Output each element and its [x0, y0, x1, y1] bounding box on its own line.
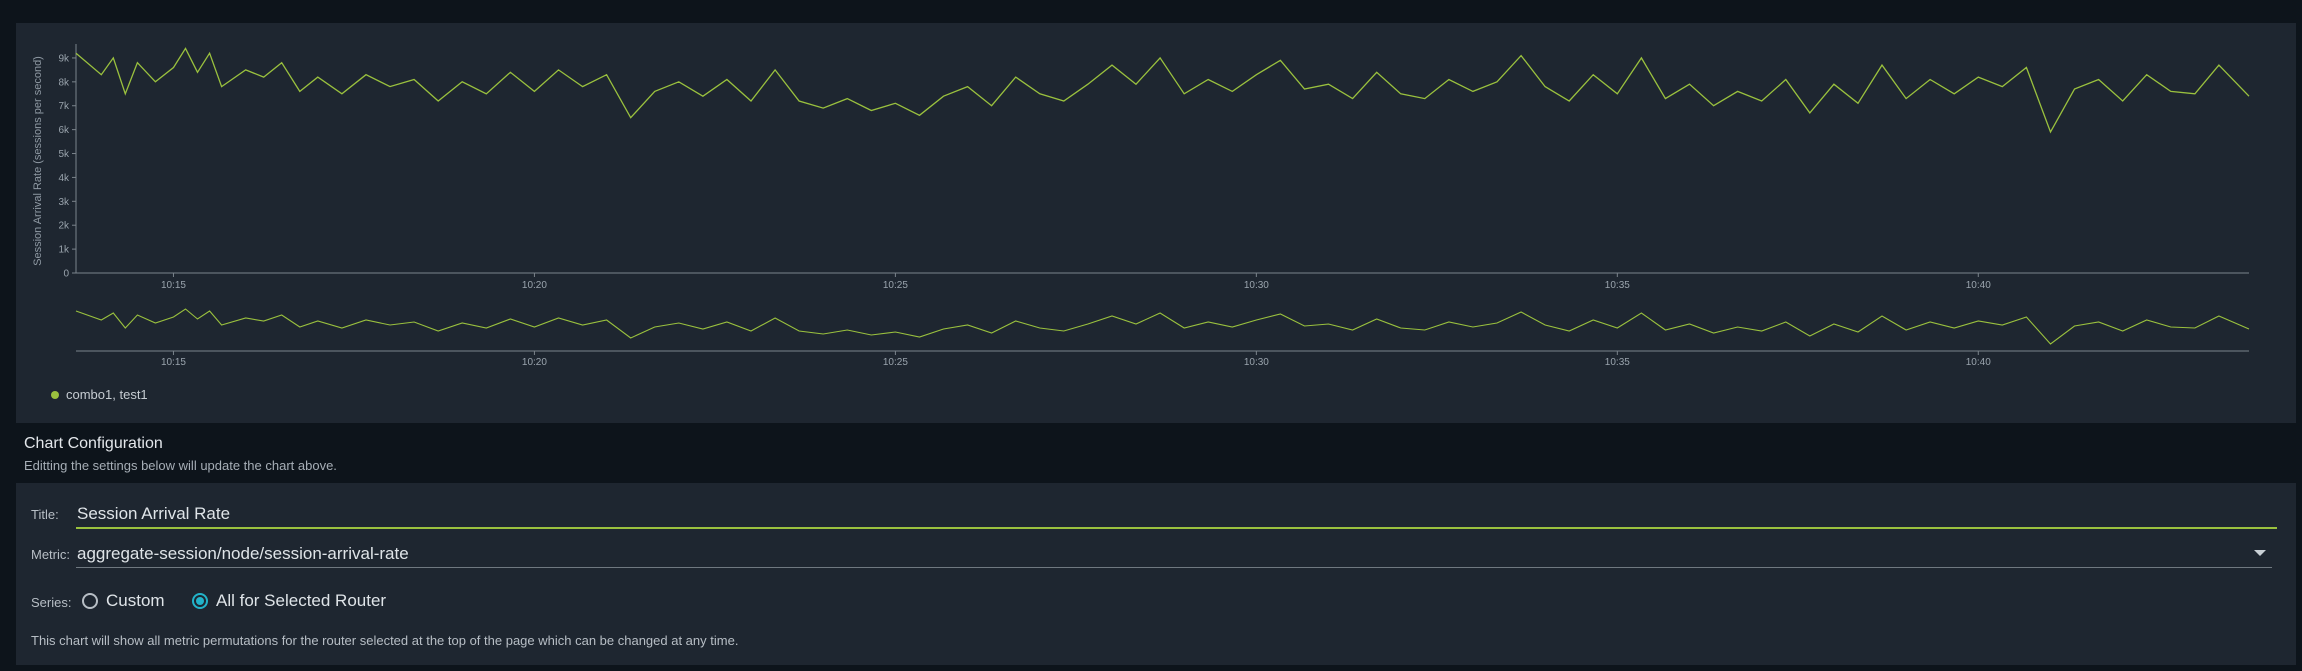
x-tick-label: 10:30	[1244, 280, 1269, 291]
x-tick-label: 10:20	[522, 280, 547, 291]
x-tick-label: 10:35	[1605, 280, 1630, 291]
y-axis-label: Session Arrival Rate (sessions per secon…	[32, 56, 44, 266]
series-custom-label[interactable]: Custom	[106, 591, 165, 610]
legend-label[interactable]: combo1, test1	[66, 387, 148, 402]
series-help-text: This chart will show all metric permutat…	[31, 633, 739, 648]
y-tick-label: 8k	[58, 77, 70, 88]
y-tick-label: 3k	[58, 197, 70, 208]
y-tick-label: 4k	[58, 173, 70, 184]
radio-checked-icon[interactable]	[192, 593, 208, 609]
config-form: Title: Metric: aggregate-session/node/se…	[16, 483, 2296, 665]
y-tick-label: 2k	[58, 221, 70, 232]
radio-unchecked-icon[interactable]	[82, 593, 98, 609]
y-tick-label: 1k	[58, 245, 70, 256]
metric-label: Metric:	[31, 547, 70, 562]
navigator-plot[interactable]: 10:15 10:20 10:25 10:30 10:35 10:40	[75, 308, 2250, 368]
y-tick-label: 7k	[58, 101, 70, 112]
navigator-tick-label: 10:30	[1244, 357, 1269, 368]
chart-panel: 0 1k 2k 3k 4k 5k 6k 7k 8k 9k 10:15 10:20 10:25 10:30 1…	[16, 23, 2296, 423]
config-heading: Chart Configuration	[24, 435, 163, 452]
navigator-series-line	[75, 308, 2250, 345]
x-tick-label: 10:25	[883, 280, 908, 291]
series-all-radio[interactable]: All for Selected Router	[192, 591, 386, 611]
y-tick-label: 9k	[58, 53, 70, 64]
series-custom-radio[interactable]: Custom	[82, 591, 165, 611]
chevron-down-icon[interactable]	[2254, 550, 2266, 556]
metric-value: aggregate-session/node/session-arrival-r…	[77, 544, 409, 563]
series-label: Series:	[31, 595, 72, 610]
navigator-tick-label: 10:15	[161, 357, 186, 368]
legend-swatch	[51, 391, 59, 399]
x-tick-label: 10:15	[161, 280, 186, 291]
title-label: Title:	[31, 507, 59, 522]
y-tick-label: 0	[63, 269, 69, 280]
navigator-tick-label: 10:20	[522, 357, 547, 368]
main-plot: 0 1k 2k 3k 4k 5k 6k 7k 8k 9k 10:15 10:20 10:25 10:30 1…	[58, 44, 2250, 291]
x-tick-label: 10:40	[1966, 280, 1991, 291]
metric-select[interactable]: aggregate-session/node/session-arrival-r…	[76, 540, 2272, 568]
navigator-tick-label: 10:40	[1966, 357, 1991, 368]
title-input[interactable]	[76, 500, 2277, 529]
series-all-label[interactable]: All for Selected Router	[216, 591, 387, 610]
navigator-tick-label: 10:25	[883, 357, 908, 368]
config-subheading: Editting the settings below will update …	[24, 458, 337, 473]
series-line	[75, 47, 2250, 134]
y-tick-label: 5k	[58, 149, 70, 160]
y-tick-label: 6k	[58, 125, 70, 136]
navigator-tick-label: 10:35	[1605, 357, 1630, 368]
